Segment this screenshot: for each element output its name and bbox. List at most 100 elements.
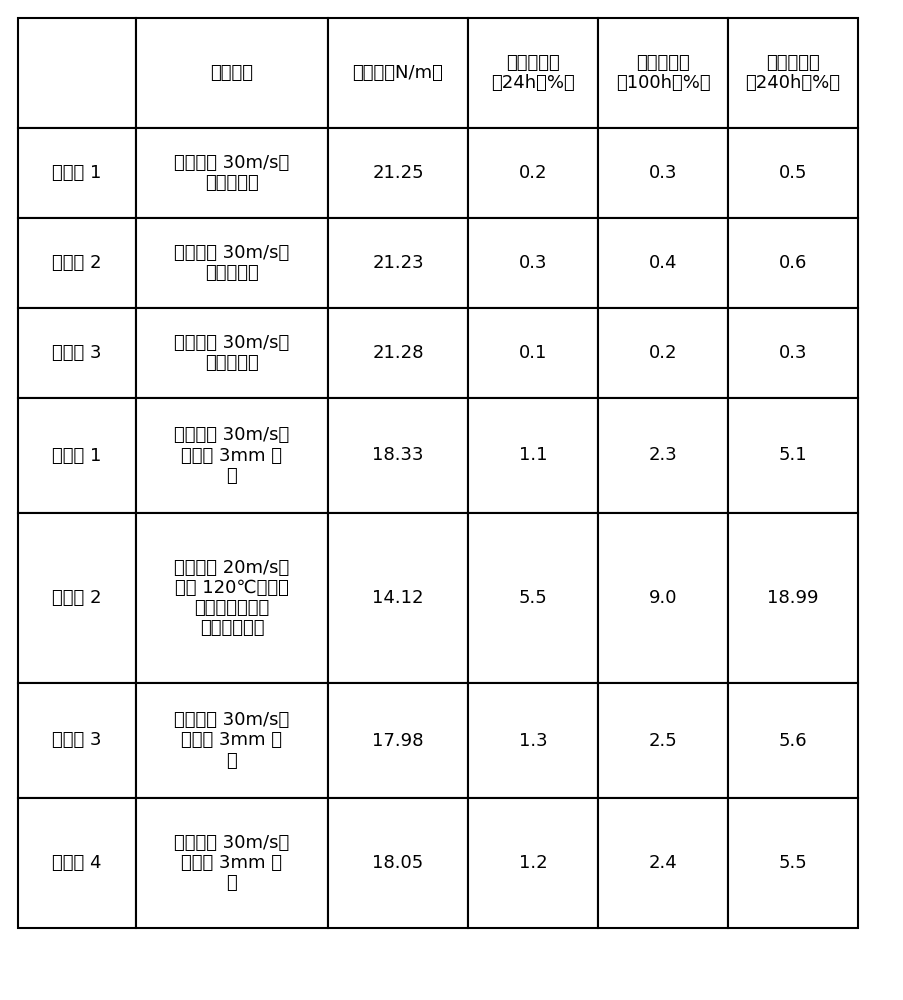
Text: 0.3: 0.3: [648, 164, 676, 182]
Bar: [468, 308, 598, 398]
Text: 涂布速度 20m/s，: 涂布速度 20m/s，: [174, 559, 289, 577]
Bar: [598, 513, 727, 683]
Bar: [727, 218, 857, 308]
Bar: [135, 683, 328, 798]
Text: 0.3: 0.3: [518, 254, 546, 272]
Text: 粘度变化率: 粘度变化率: [636, 54, 689, 72]
Bar: [468, 798, 598, 928]
Text: 18.99: 18.99: [767, 589, 818, 607]
Bar: [18, 683, 135, 798]
Text: 1.3: 1.3: [518, 732, 546, 750]
Bar: [727, 128, 857, 218]
Text: 涂布速度 30m/s，: 涂布速度 30m/s，: [174, 834, 289, 852]
Text: 0.5: 0.5: [777, 164, 806, 182]
Bar: [598, 798, 727, 928]
Text: 实施例 2: 实施例 2: [52, 254, 102, 272]
Text: 涂布速度 30m/s，: 涂布速度 30m/s，: [174, 334, 289, 352]
Text: 1.1: 1.1: [518, 446, 546, 464]
Bar: [135, 513, 328, 683]
Bar: [135, 18, 328, 128]
Text: 0.2: 0.2: [518, 164, 546, 182]
Text: 涂布有 3mm 拖: 涂布有 3mm 拖: [182, 854, 283, 872]
Text: 5.1: 5.1: [777, 446, 806, 464]
Bar: [328, 128, 468, 218]
Bar: [598, 398, 727, 513]
Text: 凹坑缩孔现象: 凹坑缩孔现象: [200, 619, 264, 637]
Text: 实施例 1: 实施例 1: [52, 164, 101, 182]
Bar: [18, 18, 135, 128]
Text: 2.3: 2.3: [648, 446, 676, 464]
Text: 0.3: 0.3: [777, 344, 806, 362]
Bar: [598, 18, 727, 128]
Bar: [727, 683, 857, 798]
Text: 对比例 4: 对比例 4: [52, 854, 102, 872]
Text: 21.23: 21.23: [372, 254, 424, 272]
Bar: [598, 683, 727, 798]
Text: 涂布速度 30m/s，: 涂布速度 30m/s，: [174, 711, 289, 729]
Bar: [598, 128, 727, 218]
Bar: [18, 798, 135, 928]
Text: 尾: 尾: [227, 874, 237, 892]
Bar: [328, 308, 468, 398]
Text: 剥离力（N/m）: 剥离力（N/m）: [352, 64, 443, 82]
Text: 0.2: 0.2: [648, 344, 676, 362]
Bar: [727, 398, 857, 513]
Bar: [135, 128, 328, 218]
Bar: [598, 218, 727, 308]
Text: 涂布有 3mm 拖: 涂布有 3mm 拖: [182, 446, 283, 464]
Text: 涂布速度 30m/s，: 涂布速度 30m/s，: [174, 244, 289, 262]
Text: 尾: 尾: [227, 752, 237, 770]
Text: 17.98: 17.98: [372, 732, 424, 750]
Text: 5.5: 5.5: [518, 589, 547, 607]
Bar: [727, 18, 857, 128]
Text: 涂布速度 30m/s，: 涂布速度 30m/s，: [174, 426, 289, 444]
Bar: [135, 218, 328, 308]
Text: 18.33: 18.33: [372, 446, 424, 464]
Bar: [598, 308, 727, 398]
Text: 21.28: 21.28: [372, 344, 424, 362]
Bar: [468, 128, 598, 218]
Bar: [468, 18, 598, 128]
Text: 对比例 1: 对比例 1: [52, 446, 101, 464]
Bar: [18, 128, 135, 218]
Text: 14.12: 14.12: [372, 589, 424, 607]
Text: 5.5: 5.5: [777, 854, 806, 872]
Text: （24h，%）: （24h，%）: [490, 74, 574, 92]
Bar: [468, 398, 598, 513]
Bar: [135, 308, 328, 398]
Text: 粘度变化率: 粘度变化率: [765, 54, 819, 72]
Bar: [468, 513, 598, 683]
Bar: [468, 683, 598, 798]
Text: 5.6: 5.6: [777, 732, 806, 750]
Bar: [328, 218, 468, 308]
Text: 粘度变化率: 粘度变化率: [506, 54, 559, 72]
Text: 极片两侧边缘有: 极片两侧边缘有: [194, 599, 269, 617]
Text: 1.2: 1.2: [518, 854, 546, 872]
Text: 18.05: 18.05: [372, 854, 424, 872]
Bar: [18, 308, 135, 398]
Text: 0.6: 0.6: [778, 254, 806, 272]
Text: 尾: 尾: [227, 467, 237, 485]
Text: 涂布无异常: 涂布无异常: [205, 354, 258, 372]
Bar: [328, 513, 468, 683]
Bar: [727, 513, 857, 683]
Bar: [18, 398, 135, 513]
Text: 涂布速度 30m/s，: 涂布速度 30m/s，: [174, 154, 289, 172]
Bar: [135, 798, 328, 928]
Bar: [727, 798, 857, 928]
Bar: [468, 218, 598, 308]
Text: 实施例 3: 实施例 3: [52, 344, 102, 362]
Text: 2.5: 2.5: [648, 732, 676, 750]
Text: 21.25: 21.25: [372, 164, 424, 182]
Bar: [328, 18, 468, 128]
Text: 对比例 2: 对比例 2: [52, 589, 102, 607]
Bar: [328, 398, 468, 513]
Text: （240h，%）: （240h，%）: [745, 74, 840, 92]
Bar: [328, 683, 468, 798]
Text: 烘箱 120℃烘裂，: 烘箱 120℃烘裂，: [175, 579, 289, 597]
Text: 0.4: 0.4: [648, 254, 676, 272]
Bar: [18, 218, 135, 308]
Text: （100h，%）: （100h，%）: [615, 74, 710, 92]
Text: 涂布无异常: 涂布无异常: [205, 264, 258, 282]
Text: 涂布无异常: 涂布无异常: [205, 174, 258, 192]
